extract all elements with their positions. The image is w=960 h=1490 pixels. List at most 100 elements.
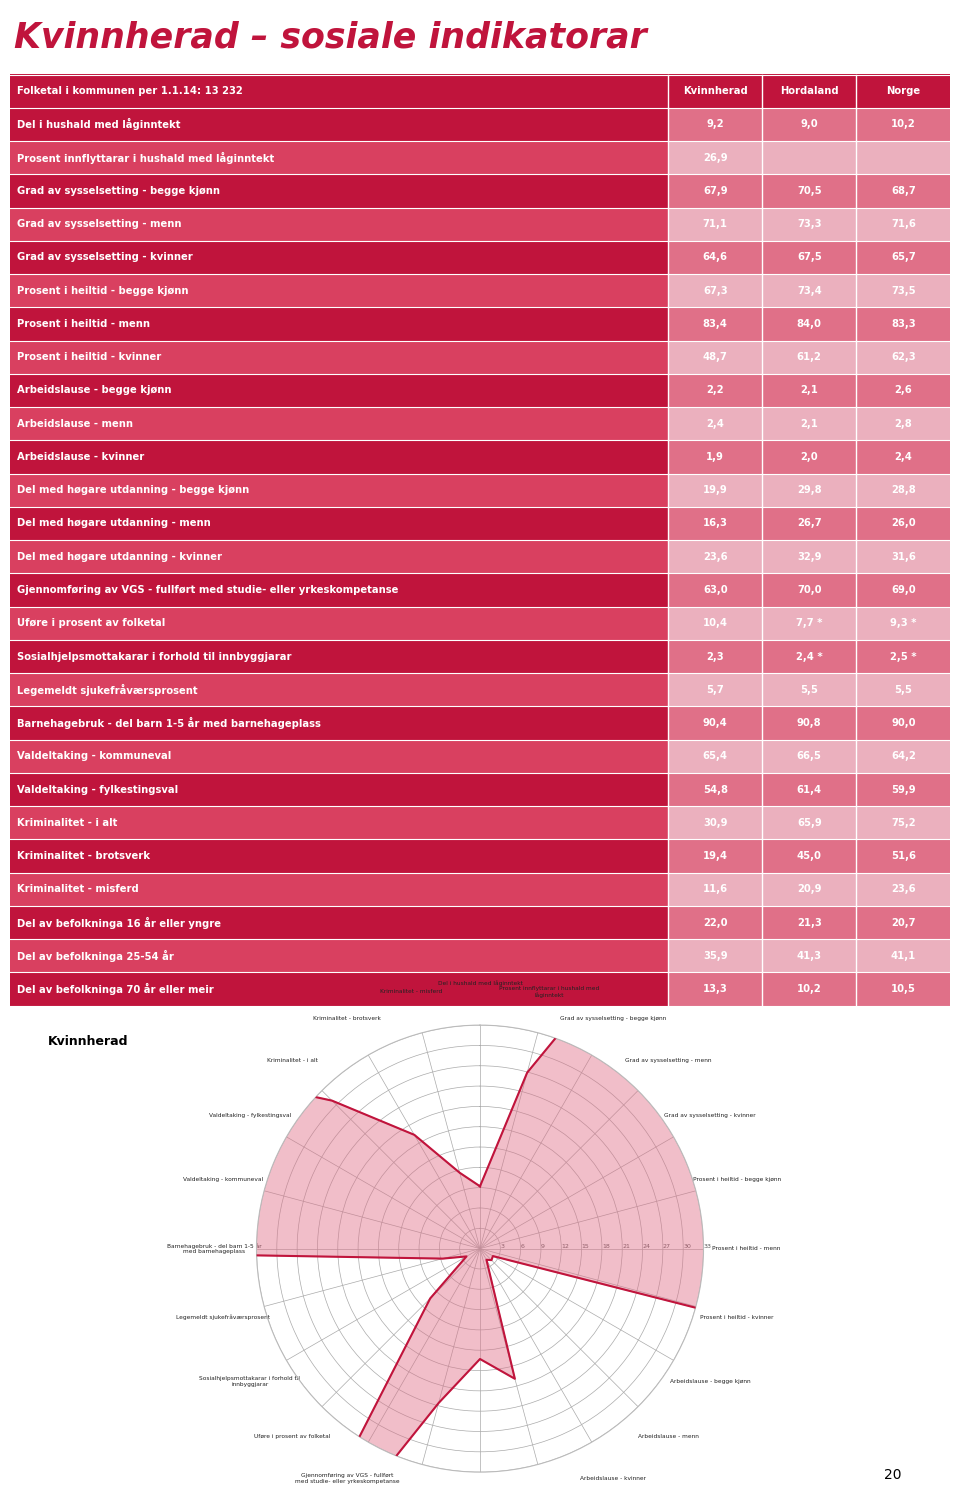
Bar <box>762 773 856 806</box>
Text: 61,4: 61,4 <box>797 785 822 794</box>
Bar <box>856 441 950 474</box>
Bar <box>856 706 950 739</box>
Text: 41,1: 41,1 <box>891 951 916 961</box>
Text: 67,5: 67,5 <box>797 252 822 262</box>
Text: 71,1: 71,1 <box>703 219 728 229</box>
Bar <box>668 307 762 341</box>
Bar <box>762 739 856 773</box>
Bar <box>10 739 668 773</box>
Bar <box>10 274 668 307</box>
Bar <box>762 906 856 939</box>
Text: 2,3: 2,3 <box>707 651 724 662</box>
Bar <box>668 142 762 174</box>
Bar <box>856 673 950 706</box>
Text: Prosent i heiltid - menn: Prosent i heiltid - menn <box>17 319 150 329</box>
Bar <box>10 74 668 107</box>
Bar <box>856 939 950 973</box>
Text: 41,3: 41,3 <box>797 951 822 961</box>
Bar <box>10 639 668 673</box>
Text: Uføre i prosent av folketal: Uføre i prosent av folketal <box>17 618 165 629</box>
Text: 23,6: 23,6 <box>891 885 916 894</box>
Text: 2,4: 2,4 <box>707 419 724 429</box>
Text: Grad av sysselsetting - menn: Grad av sysselsetting - menn <box>17 219 181 229</box>
Bar <box>10 706 668 739</box>
Text: 65,7: 65,7 <box>891 252 916 262</box>
Text: Kriminalitet - brotsverk: Kriminalitet - brotsverk <box>17 851 150 861</box>
Bar <box>762 507 856 541</box>
Bar <box>10 873 668 906</box>
Bar <box>762 541 856 574</box>
Text: Legemeldt sjukefråværsprosent: Legemeldt sjukefråværsprosent <box>17 684 198 696</box>
Text: 2,8: 2,8 <box>895 419 912 429</box>
Text: 2,0: 2,0 <box>801 451 818 462</box>
Bar <box>668 673 762 706</box>
Bar <box>668 174 762 207</box>
Bar <box>668 873 762 906</box>
Bar <box>856 207 950 241</box>
Text: 51,6: 51,6 <box>891 851 916 861</box>
Text: 21,3: 21,3 <box>797 918 822 928</box>
Text: 2,2: 2,2 <box>707 386 724 395</box>
Bar <box>10 541 668 574</box>
Text: 83,3: 83,3 <box>891 319 916 329</box>
Text: Kvinnherad: Kvinnherad <box>48 1036 129 1047</box>
Bar <box>668 241 762 274</box>
Text: 23,6: 23,6 <box>703 551 728 562</box>
Bar <box>856 541 950 574</box>
Text: 26,7: 26,7 <box>797 519 822 529</box>
Bar <box>762 839 856 873</box>
Bar <box>668 606 762 639</box>
Text: 64,6: 64,6 <box>703 252 728 262</box>
Bar <box>762 441 856 474</box>
Bar <box>762 639 856 673</box>
Text: Folketal i kommunen per 1.1.14: 13 232: Folketal i kommunen per 1.1.14: 13 232 <box>17 86 243 97</box>
Bar <box>668 773 762 806</box>
Bar <box>10 906 668 939</box>
Bar <box>856 639 950 673</box>
Bar <box>762 207 856 241</box>
Text: Valdeltaking - fylkestingsval: Valdeltaking - fylkestingsval <box>17 785 179 794</box>
Bar <box>668 474 762 507</box>
Text: 63,0: 63,0 <box>703 586 728 595</box>
Text: 10,4: 10,4 <box>703 618 728 629</box>
Text: 9,2: 9,2 <box>707 119 724 130</box>
Bar <box>856 341 950 374</box>
Text: 13,3: 13,3 <box>703 983 728 994</box>
Bar <box>762 673 856 706</box>
Text: 73,4: 73,4 <box>797 286 822 295</box>
Text: 5,5: 5,5 <box>895 685 912 694</box>
Bar <box>762 341 856 374</box>
Bar <box>762 806 856 839</box>
Bar <box>762 107 856 142</box>
Bar <box>762 374 856 407</box>
Text: 65,4: 65,4 <box>703 751 728 761</box>
Bar <box>10 507 668 541</box>
Text: 11,6: 11,6 <box>703 885 728 894</box>
Bar <box>856 739 950 773</box>
Text: 61,2: 61,2 <box>797 352 822 362</box>
Text: 2,5 *: 2,5 * <box>890 651 917 662</box>
Bar <box>668 574 762 606</box>
Text: Valdeltaking - kommuneval: Valdeltaking - kommuneval <box>17 751 172 761</box>
Text: Kvinnherad – sosiale indikatorar: Kvinnherad – sosiale indikatorar <box>14 21 647 55</box>
Text: 20,7: 20,7 <box>891 918 916 928</box>
Bar <box>668 706 762 739</box>
Text: Kvinnherad: Kvinnherad <box>683 86 748 97</box>
Text: 5,7: 5,7 <box>707 685 724 694</box>
Bar <box>10 241 668 274</box>
Bar <box>856 873 950 906</box>
Text: 67,3: 67,3 <box>703 286 728 295</box>
Text: Barnehagebruk - del barn 1-5 år med barnehageplass: Barnehagebruk - del barn 1-5 år med barn… <box>17 717 321 729</box>
Bar <box>10 107 668 142</box>
Bar <box>856 407 950 441</box>
Text: Arbeidslause - kvinner: Arbeidslause - kvinner <box>17 451 144 462</box>
Text: Gjennomføring av VGS - fullført med studie- eller yrkeskompetanse: Gjennomføring av VGS - fullført med stud… <box>17 586 398 595</box>
Bar <box>10 773 668 806</box>
Bar <box>762 574 856 606</box>
Text: Del av befolkninga 16 år eller yngre: Del av befolkninga 16 år eller yngre <box>17 916 221 928</box>
Text: Sosialhjelpsmottakarar i forhold til innbyggjarar: Sosialhjelpsmottakarar i forhold til inn… <box>17 651 292 662</box>
Bar <box>762 973 856 1006</box>
Text: 29,8: 29,8 <box>797 486 822 495</box>
Bar <box>668 207 762 241</box>
Text: 10,2: 10,2 <box>797 983 822 994</box>
